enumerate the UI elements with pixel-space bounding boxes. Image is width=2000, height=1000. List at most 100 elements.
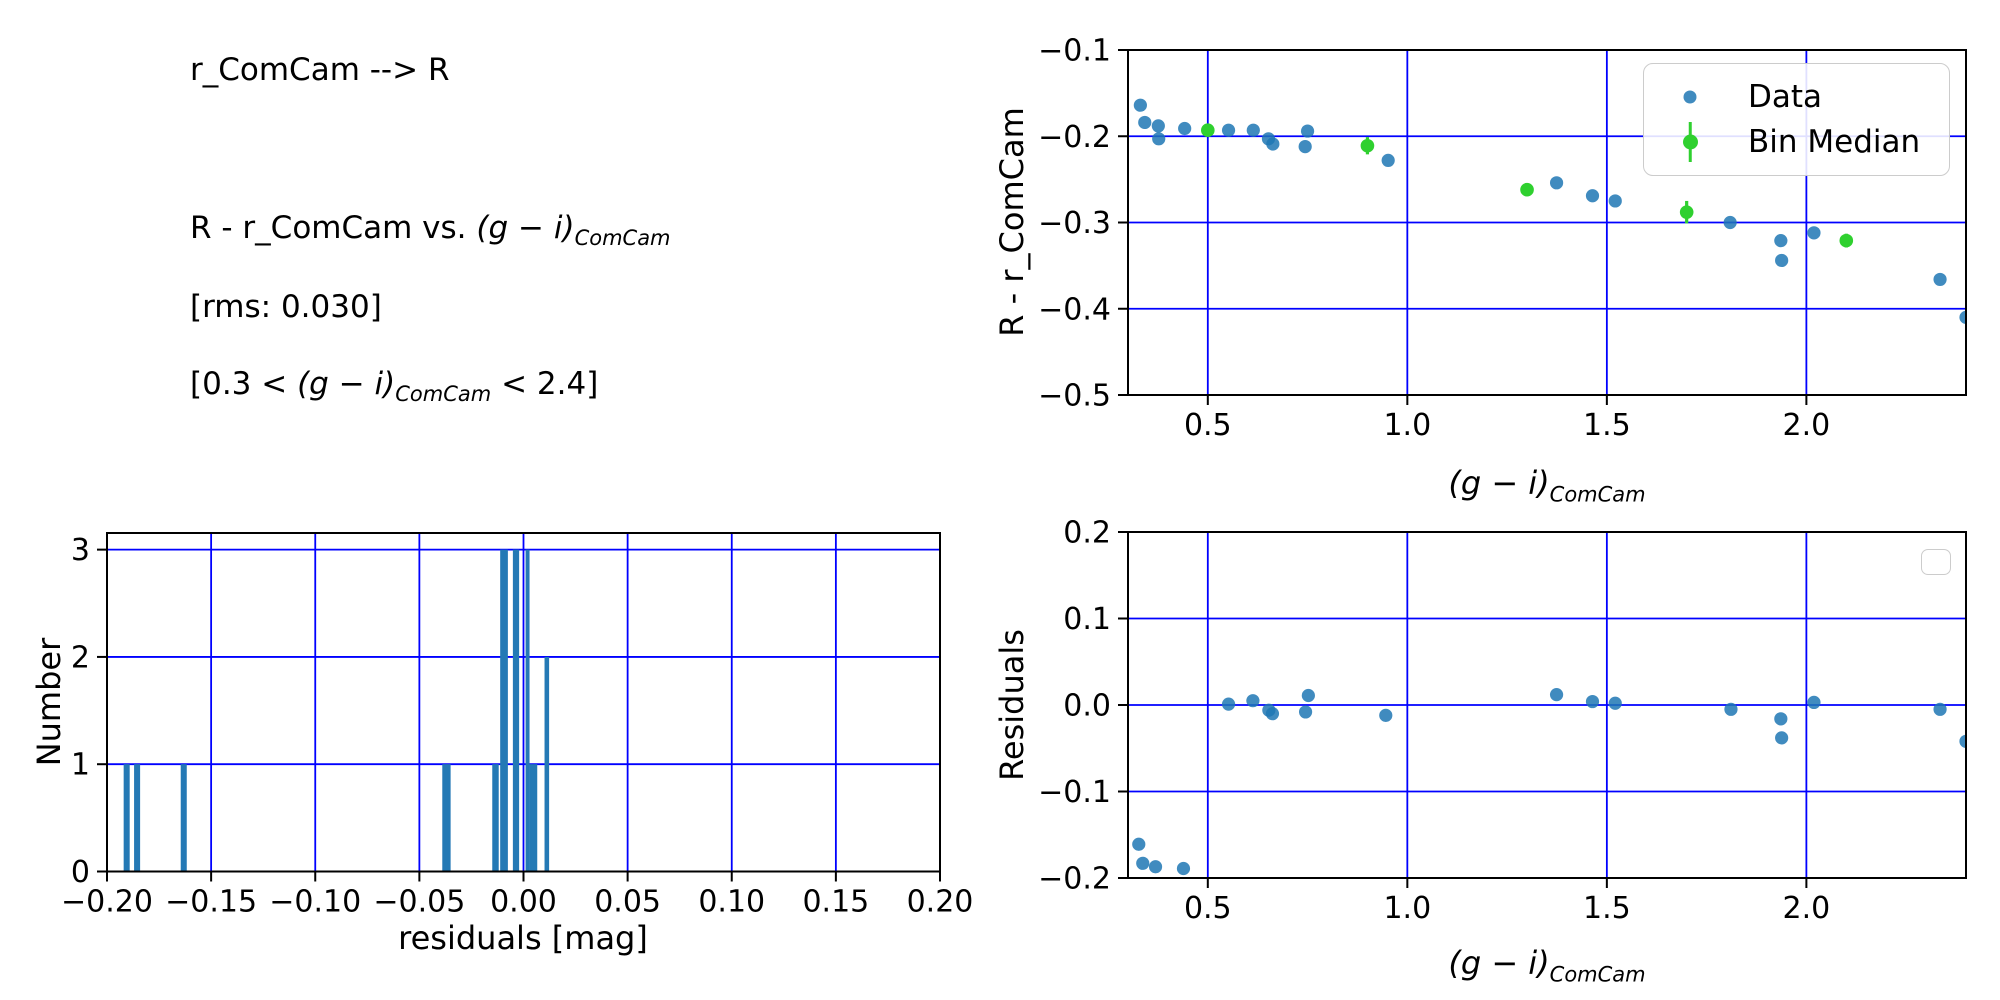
annotation-title-text: r_ComCam --> R bbox=[190, 52, 450, 88]
bin-median-dot-icon bbox=[1682, 134, 1698, 150]
x-tick-label: 0.5 bbox=[1184, 408, 1232, 443]
data-point bbox=[1775, 253, 1789, 268]
data-point bbox=[1132, 837, 1146, 851]
histogram-xlabel-text: residuals [mag] bbox=[398, 919, 648, 957]
data-marker-icon bbox=[1683, 90, 1697, 104]
data-point bbox=[1807, 695, 1821, 710]
x-tick-label: 0.15 bbox=[802, 885, 869, 920]
histogram-bar bbox=[180, 764, 187, 872]
gi-subscript: ComCam bbox=[1549, 482, 1646, 507]
data-point bbox=[1549, 688, 1564, 702]
residuals-ylabel: Residuals bbox=[993, 505, 1033, 905]
histogram-bar bbox=[123, 764, 130, 872]
data-point bbox=[1774, 712, 1788, 726]
residuals-xlabel: (g − i)ComCam bbox=[1347, 944, 1747, 985]
y-tick-label: −0.2 bbox=[1038, 120, 1111, 155]
x-tick-label: 0.10 bbox=[698, 885, 765, 920]
legend-data-label: Data bbox=[1748, 79, 1823, 115]
y-tick-label: 0.1 bbox=[1063, 602, 1111, 637]
x-tick-label: −0.05 bbox=[373, 885, 465, 920]
range-suffix: < 2.4] bbox=[491, 366, 599, 402]
x-tick-label: 0.00 bbox=[490, 885, 557, 920]
data-point bbox=[1151, 119, 1165, 133]
legend-row-data: Data bbox=[1644, 78, 1949, 116]
data-point bbox=[1959, 310, 1966, 324]
x-tick-label: 0.20 bbox=[907, 885, 974, 920]
data-point bbox=[1585, 694, 1600, 709]
x-tick-label: 2.0 bbox=[1783, 408, 1831, 443]
histogram-bar bbox=[529, 764, 538, 872]
data-point bbox=[1608, 194, 1622, 208]
x-tick-label: 1.0 bbox=[1383, 408, 1431, 443]
data-point bbox=[1246, 694, 1260, 708]
bin-median-point bbox=[1839, 233, 1854, 248]
bin-median-marker-icon bbox=[1682, 122, 1699, 162]
data-point bbox=[1246, 123, 1260, 137]
data-point bbox=[1775, 731, 1789, 745]
gi-term: (g − i) bbox=[297, 366, 396, 402]
data-point bbox=[1724, 702, 1738, 716]
empty-legend-frame bbox=[1921, 549, 1951, 575]
histogram-xlabel: residuals [mag] bbox=[323, 919, 723, 957]
legend-bin-median-label: Bin Median bbox=[1748, 124, 1921, 160]
x-tick-label: 1.5 bbox=[1583, 408, 1631, 443]
data-point bbox=[1152, 132, 1166, 146]
data-point bbox=[1774, 234, 1788, 248]
y-tick-label: 0.0 bbox=[1063, 689, 1111, 724]
gi-subscript: ComCam bbox=[395, 382, 492, 407]
data-point bbox=[1298, 705, 1313, 719]
x-tick-label: 1.0 bbox=[1383, 891, 1431, 926]
histogram-bar bbox=[134, 764, 141, 872]
y-tick-label: −0.4 bbox=[1038, 292, 1111, 327]
data-point bbox=[1959, 734, 1966, 748]
y-tick-label: −0.1 bbox=[1038, 775, 1111, 810]
main-plot-ylabel-text: R - r_ComCam bbox=[993, 107, 1031, 337]
data-point bbox=[1298, 140, 1312, 154]
histogram-bar bbox=[525, 549, 530, 872]
gi-term: (g − i) bbox=[1448, 944, 1550, 982]
y-tick-label: −0.3 bbox=[1038, 206, 1111, 241]
data-point bbox=[1178, 121, 1192, 136]
histogram-bar bbox=[512, 549, 520, 872]
data-point bbox=[1933, 702, 1947, 716]
data-point bbox=[1585, 189, 1600, 203]
bin-median-point bbox=[1679, 205, 1694, 219]
x-tick-label: 0.05 bbox=[594, 885, 661, 920]
x-tick-label: −0.10 bbox=[269, 885, 361, 920]
gi-term: (g − i) bbox=[1448, 464, 1550, 502]
data-point bbox=[1138, 115, 1152, 130]
data-point bbox=[1549, 176, 1564, 190]
data-point bbox=[1176, 861, 1191, 876]
data-point bbox=[1300, 124, 1315, 138]
y-tick-label: 2 bbox=[71, 640, 90, 675]
data-point bbox=[1133, 98, 1147, 112]
data-point bbox=[1608, 696, 1622, 710]
data-point bbox=[1148, 860, 1163, 874]
range-prefix: [0.3 < bbox=[190, 366, 298, 402]
data-point bbox=[1221, 697, 1236, 711]
histogram-bar bbox=[544, 656, 550, 872]
data-point bbox=[1381, 153, 1395, 167]
data-point bbox=[1265, 707, 1280, 721]
histogram-bar bbox=[442, 764, 451, 872]
gi-term: (g − i) bbox=[476, 210, 575, 246]
x-tick-label: −0.20 bbox=[61, 885, 153, 920]
data-point bbox=[1379, 708, 1393, 722]
data-point bbox=[1301, 688, 1315, 703]
data-point bbox=[1266, 137, 1280, 151]
annotation-range: [0.3 < (g − i)ComCam < 2.4] bbox=[190, 366, 599, 405]
y-tick-label: 0.2 bbox=[1063, 516, 1111, 551]
x-tick-label: 2.0 bbox=[1783, 891, 1831, 926]
annotation-relation: R - r_ComCam vs. (g − i)ComCam bbox=[190, 210, 671, 249]
histogram-bar bbox=[492, 764, 499, 872]
x-tick-label: 1.5 bbox=[1583, 891, 1631, 926]
histogram-ylabel: Number bbox=[30, 552, 70, 852]
bin-median-point bbox=[1201, 123, 1215, 138]
histogram-bar bbox=[500, 549, 508, 872]
y-tick-label: −0.5 bbox=[1038, 379, 1111, 414]
data-point bbox=[1221, 123, 1236, 137]
annotation-title: r_ComCam --> R bbox=[190, 52, 450, 88]
data-point bbox=[1136, 856, 1150, 870]
x-tick-label: 0.5 bbox=[1184, 891, 1232, 926]
